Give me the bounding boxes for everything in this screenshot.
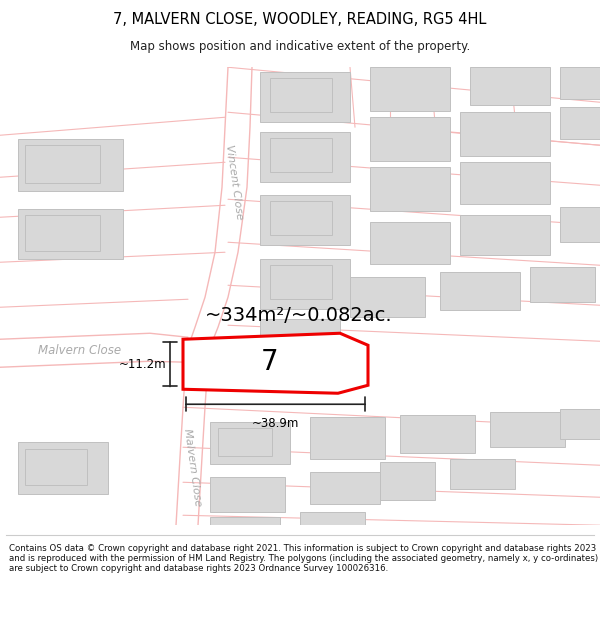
- Polygon shape: [490, 412, 565, 447]
- Polygon shape: [400, 415, 475, 453]
- Polygon shape: [270, 138, 332, 172]
- Polygon shape: [260, 72, 350, 122]
- Polygon shape: [560, 68, 600, 99]
- Polygon shape: [560, 107, 600, 139]
- Text: 7: 7: [261, 348, 279, 376]
- Polygon shape: [460, 162, 550, 204]
- Polygon shape: [260, 319, 340, 359]
- Polygon shape: [270, 78, 332, 112]
- Polygon shape: [210, 422, 290, 464]
- Polygon shape: [25, 449, 87, 485]
- Polygon shape: [440, 272, 520, 310]
- Polygon shape: [370, 168, 450, 211]
- Text: ~11.2m: ~11.2m: [118, 357, 166, 371]
- Text: Malvern Close: Malvern Close: [38, 344, 122, 357]
- Polygon shape: [260, 132, 350, 182]
- Polygon shape: [18, 209, 123, 259]
- Polygon shape: [370, 222, 450, 264]
- Text: ~334m²/~0.082ac.: ~334m²/~0.082ac.: [205, 306, 392, 325]
- Text: Contains OS data © Crown copyright and database right 2021. This information is : Contains OS data © Crown copyright and d…: [9, 544, 598, 573]
- Polygon shape: [25, 215, 100, 251]
- Polygon shape: [210, 518, 280, 545]
- Polygon shape: [18, 139, 123, 191]
- Polygon shape: [270, 201, 332, 235]
- Polygon shape: [218, 428, 272, 456]
- Text: Vincent Close: Vincent Close: [224, 144, 244, 221]
- Polygon shape: [460, 112, 550, 156]
- Polygon shape: [460, 215, 550, 255]
- Polygon shape: [560, 409, 600, 439]
- Polygon shape: [210, 478, 285, 512]
- Polygon shape: [560, 208, 600, 242]
- Text: Malvern Close: Malvern Close: [182, 428, 202, 507]
- Polygon shape: [310, 418, 385, 459]
- Text: 7, MALVERN CLOSE, WOODLEY, READING, RG5 4HL: 7, MALVERN CLOSE, WOODLEY, READING, RG5 …: [113, 12, 487, 27]
- Text: ~38.9m: ~38.9m: [252, 418, 299, 430]
- Text: Map shows position and indicative extent of the property.: Map shows position and indicative extent…: [130, 40, 470, 53]
- Polygon shape: [370, 118, 450, 161]
- Polygon shape: [470, 68, 550, 105]
- Polygon shape: [270, 265, 332, 299]
- Polygon shape: [183, 333, 368, 393]
- Polygon shape: [300, 512, 365, 540]
- Polygon shape: [260, 259, 350, 309]
- Polygon shape: [370, 68, 450, 111]
- Polygon shape: [450, 459, 515, 489]
- Polygon shape: [350, 278, 425, 318]
- Polygon shape: [380, 462, 435, 500]
- Polygon shape: [530, 268, 595, 302]
- Polygon shape: [18, 442, 108, 494]
- Polygon shape: [25, 145, 100, 183]
- Polygon shape: [260, 195, 350, 245]
- Polygon shape: [310, 472, 380, 504]
